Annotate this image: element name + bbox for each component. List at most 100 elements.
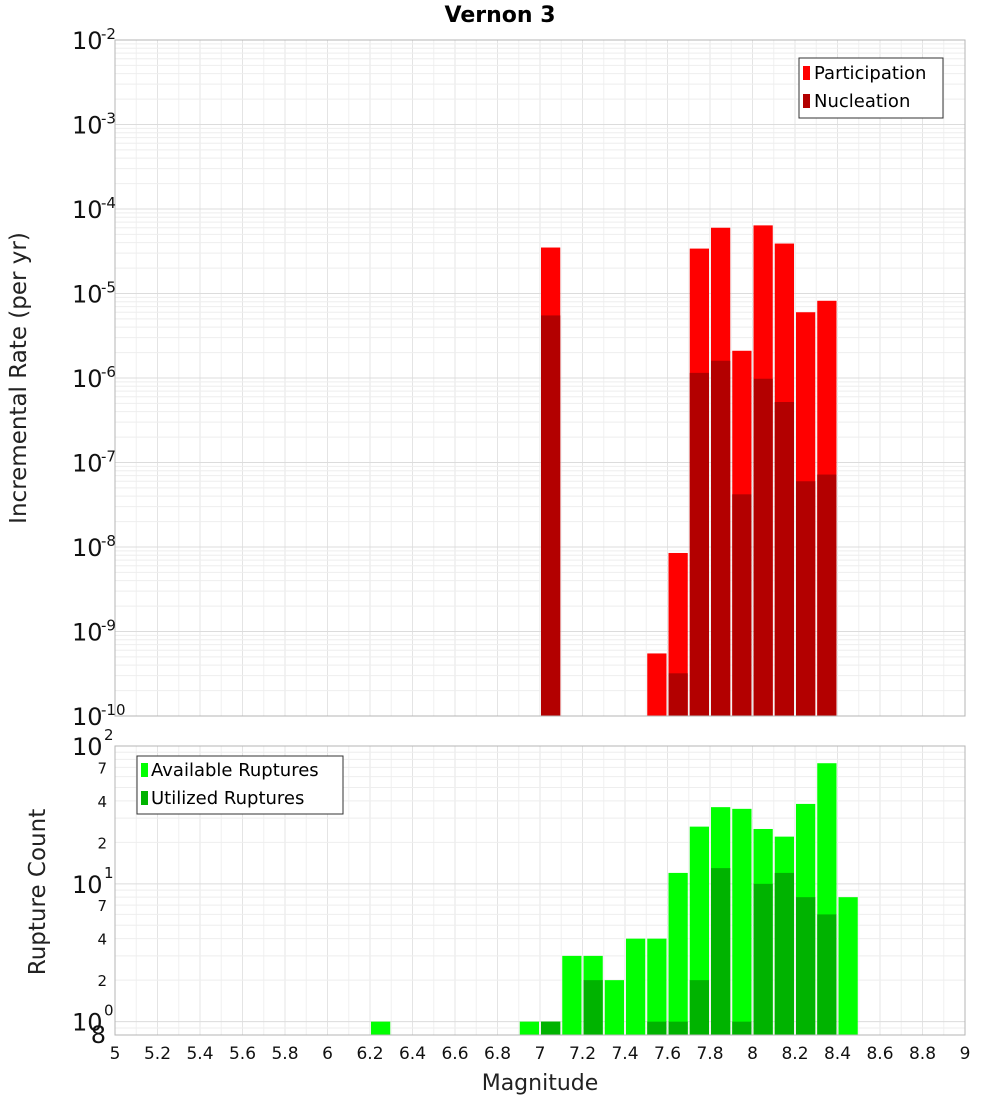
bottom-y-minor-tick-label: 7 (97, 759, 107, 777)
legend-label-utilized: Utilized Ruptures (151, 788, 304, 809)
x-tick-label: 5.4 (186, 1044, 213, 1064)
bottom-y-tick-label: 10 (72, 871, 103, 899)
legend-swatch-utilized (141, 791, 148, 805)
bottom-available-ruptures-bar (668, 872, 688, 1035)
bottom-legend: Available Ruptures Utilized Ruptures (136, 755, 344, 815)
x-tick-label: 9 (960, 1044, 971, 1064)
top-nucleation-bar (817, 474, 837, 716)
top-y-tick-label: 10 (72, 619, 103, 647)
bottom-y-minor-tick-label: 2 (97, 834, 107, 852)
bottom-utilized-ruptures-bar (796, 897, 816, 1035)
bottom-y-minor-tick-label: 4 (97, 931, 107, 949)
x-tick-label: 6.2 (356, 1044, 383, 1064)
legend-swatch-available (141, 763, 148, 777)
bottom-y-minor-tick-label: 8 (91, 1021, 106, 1049)
x-tick-label: 7.8 (696, 1044, 723, 1064)
legend-swatch-nucleation (803, 94, 810, 108)
x-tick-label: 6 (322, 1044, 333, 1064)
bottom-y-tick-label: 10 (72, 733, 103, 761)
bottom-plot-border (114, 745, 966, 1036)
bottom-legend-box (136, 755, 344, 815)
top-y-tick-label: 10 (72, 365, 103, 393)
legend-swatch-participation (803, 66, 810, 80)
top-y-tick-label: 10 (72, 27, 103, 55)
bottom-bars (371, 763, 858, 1035)
bottom-utilized-ruptures-bar (668, 1021, 688, 1035)
top-nucleation-bar (732, 494, 752, 716)
top-y-tick-label: 10 (72, 534, 103, 562)
top-legend-box (798, 57, 944, 119)
bottom-y-tick-exponent: 1 (104, 864, 114, 882)
top-y-tick-exponent: -6 (101, 363, 116, 381)
bottom-y-minor-tick-label: 4 (97, 793, 107, 811)
top-y-tick-exponent: -5 (101, 279, 116, 297)
bottom-utilized-ruptures-bar (711, 868, 731, 1035)
bottom-available-ruptures-bar (562, 955, 582, 1035)
top-nucleation-bar (711, 360, 731, 716)
x-tick-label: 5.8 (271, 1044, 298, 1064)
bottom-y-axis-label: Rupture Count (25, 809, 51, 975)
x-tick-label: 5 (110, 1044, 121, 1064)
top-y-tick-label: 10 (72, 196, 103, 224)
legend-label-available: Available Ruptures (151, 760, 319, 781)
top-y-tick-exponent: -4 (101, 194, 116, 212)
bottom-utilized-ruptures-bar (689, 980, 709, 1035)
x-tick-label: 6.6 (441, 1044, 468, 1064)
x-tick-label: 7.4 (611, 1044, 638, 1064)
top-y-tick-label: 10 (72, 703, 103, 731)
top-nucleation-bar (668, 673, 688, 716)
top-nucleation-bar (541, 315, 561, 716)
x-axis-label: Magnitude (482, 1071, 599, 1096)
top-grid (114, 40, 966, 717)
top-nucleation-bar (753, 378, 773, 716)
bottom-utilized-ruptures-bar (732, 1021, 752, 1035)
legend-label-participation: Participation (814, 63, 926, 84)
bottom-y-tick-exponent: 2 (104, 726, 114, 744)
x-tick-label: 5.2 (144, 1044, 171, 1064)
top-nucleation-bar (796, 481, 816, 716)
top-participation-bar (647, 653, 667, 716)
top-plot-border (114, 39, 966, 717)
x-tick-label: 8.2 (781, 1044, 808, 1064)
x-tick-label: 6.4 (399, 1044, 426, 1064)
x-tick-label: 7.2 (569, 1044, 596, 1064)
x-tick-label: 8.6 (866, 1044, 893, 1064)
top-y-tick-exponent: -3 (101, 110, 116, 128)
bottom-y-tick-exponent: 0 (104, 1002, 114, 1020)
top-nucleation-bar (689, 372, 709, 716)
bottom-available-ruptures-bar (626, 938, 646, 1035)
bottom-y-minor-tick-label: 2 (97, 972, 107, 990)
top-y-tick-label: 10 (72, 450, 103, 478)
top-y-tick-exponent: -8 (101, 532, 116, 550)
top-y-tick-exponent: -7 (101, 448, 116, 466)
bottom-utilized-ruptures-bar (753, 883, 773, 1035)
bottom-utilized-ruptures-bar (541, 1021, 561, 1035)
chart-title: Vernon 3 (445, 3, 556, 28)
bottom-available-ruptures-bar (732, 808, 752, 1035)
x-tick-label: 8.8 (909, 1044, 936, 1064)
bottom-y-minor-tick-label: 7 (97, 897, 107, 915)
top-y-tick-exponent: -10 (101, 701, 126, 719)
bottom-available-ruptures-bar (519, 1021, 539, 1035)
bottom-available-ruptures-bar (838, 897, 858, 1035)
top-y-tick-exponent: -9 (101, 617, 116, 635)
top-y-tick-label: 10 (72, 112, 103, 140)
x-tick-label: 5.6 (229, 1044, 256, 1064)
legend-label-nucleation: Nucleation (814, 91, 910, 112)
bottom-y-tick-label: 10 (72, 1009, 103, 1037)
x-tick-label: 6.8 (484, 1044, 511, 1064)
x-tick-label: 8.4 (824, 1044, 851, 1064)
top-y-axis-label: Incremental Rate (per yr) (6, 232, 32, 524)
top-legend: Participation Nucleation (798, 57, 944, 119)
top-bars (541, 225, 837, 716)
x-tick-label: 7 (535, 1044, 546, 1064)
bottom-utilized-ruptures-bar (583, 980, 603, 1035)
bottom-utilized-ruptures-bar (817, 914, 837, 1035)
top-y-tick-exponent: -2 (101, 25, 116, 43)
top-y-tick-label: 10 (72, 281, 103, 309)
top-nucleation-bar (774, 401, 794, 716)
